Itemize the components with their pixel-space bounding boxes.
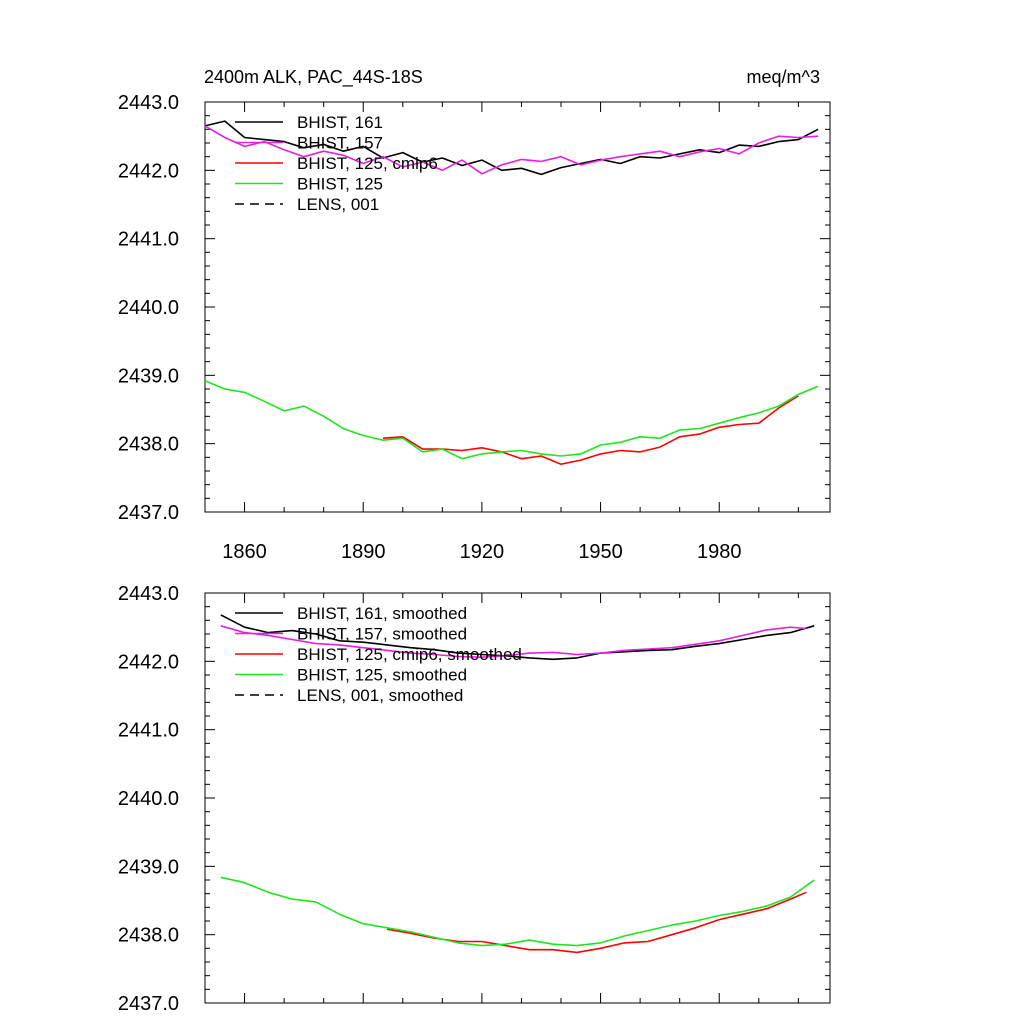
- series-line-3: [220, 876, 815, 947]
- legend-label: BHIST, 161: [297, 113, 383, 132]
- x-tick-label: 1950: [578, 541, 623, 563]
- y-tick-label: 2441.0: [118, 229, 179, 251]
- legend-label: LENS, 001, smoothed: [297, 686, 463, 705]
- legend-label: BHIST, 125, cmip6, smoothed: [297, 645, 522, 664]
- series-line-1: [204, 125, 819, 175]
- legend-label: BHIST, 125, smoothed: [297, 666, 467, 685]
- figure-units: meq/m^3: [747, 67, 820, 87]
- legend-label: BHIST, 157: [297, 134, 383, 153]
- legend-label: BHIST, 125: [297, 175, 383, 194]
- x-tick-label: 1920: [460, 541, 505, 563]
- y-tick-label: 2438.0: [118, 925, 179, 947]
- y-tick-label: 2440.0: [118, 297, 179, 319]
- series-line-2: [382, 395, 799, 465]
- y-tick-label: 2437.0: [118, 502, 179, 524]
- y-tick-label: 2438.0: [118, 434, 179, 456]
- x-tick-label: 1890: [341, 541, 386, 563]
- x-tick-label: 1980: [697, 541, 742, 563]
- series-line-1: [220, 625, 807, 658]
- y-tick-label: 2443.0: [118, 92, 179, 114]
- y-tick-label: 2440.0: [118, 788, 179, 810]
- series-line-2: [386, 891, 807, 954]
- bottom-panel: 2437.0 2438.0 2439.0 2440.0 2441.0 2442.0 2443…: [118, 583, 831, 1015]
- top-panel: 1860 1890 1920 1950 1980 2437.0 2438.0 2439.0 24…: [118, 92, 831, 563]
- series-line-3: [204, 380, 819, 460]
- series-line-0: [220, 614, 815, 661]
- series-line-0: [204, 120, 819, 176]
- legend-label: LENS, 001: [297, 195, 379, 214]
- legend-label: BHIST, 161, smoothed: [297, 604, 467, 623]
- legend-label: BHIST, 157, smoothed: [297, 625, 467, 644]
- y-tick-label: 2439.0: [118, 365, 179, 387]
- y-tick-label: 2441.0: [118, 720, 179, 742]
- y-tick-label: 2439.0: [118, 856, 179, 878]
- legend-label: BHIST, 125, cmip6: [297, 154, 438, 173]
- figure-title: 2400m ALK, PAC_44S-18S: [204, 67, 423, 88]
- y-tick-label: 2437.0: [118, 993, 179, 1015]
- y-tick-label: 2442.0: [118, 160, 179, 182]
- x-tick-label: 1860: [222, 541, 267, 563]
- y-tick-label: 2443.0: [118, 583, 179, 605]
- y-tick-label: 2442.0: [118, 651, 179, 673]
